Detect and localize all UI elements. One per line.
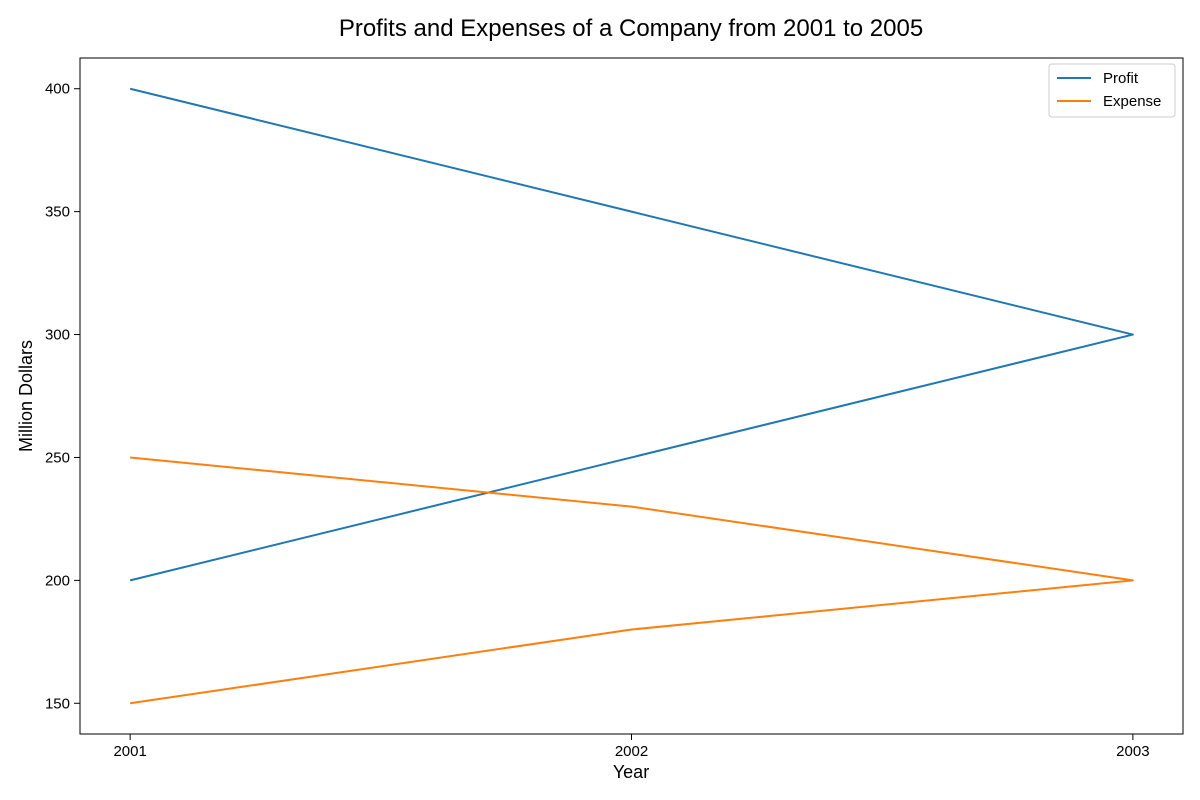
x-axis-label: Year	[613, 762, 649, 782]
y-tick-label: 200	[45, 572, 70, 589]
series-lines	[129, 87, 1134, 705]
series-line-profit	[129, 87, 1134, 582]
legend-label-expense: Expense	[1103, 93, 1161, 110]
y-axis-ticks: 150 200 250 300 350 400	[45, 81, 80, 712]
chart-title: Profits and Expenses of a Company from 2…	[339, 15, 923, 42]
x-axis-ticks: 2001 2002 2003	[113, 734, 1150, 760]
x-tick-label: 2001	[113, 743, 146, 760]
y-tick-label: 350	[45, 204, 70, 221]
x-tick-label: 2002	[615, 743, 648, 760]
y-axis-label: Million Dollars	[16, 340, 36, 452]
legend-label-profit: Profit	[1103, 70, 1139, 87]
y-tick-label: 300	[45, 327, 70, 344]
plot-area-frame	[79, 57, 1184, 735]
y-tick-label: 400	[45, 81, 70, 98]
series-line-expense	[129, 456, 1134, 705]
legend: Profit Expense	[1048, 63, 1176, 118]
x-tick-label: 2003	[1116, 743, 1149, 760]
y-tick-label: 250	[45, 449, 70, 466]
y-tick-label: 150	[45, 695, 70, 712]
